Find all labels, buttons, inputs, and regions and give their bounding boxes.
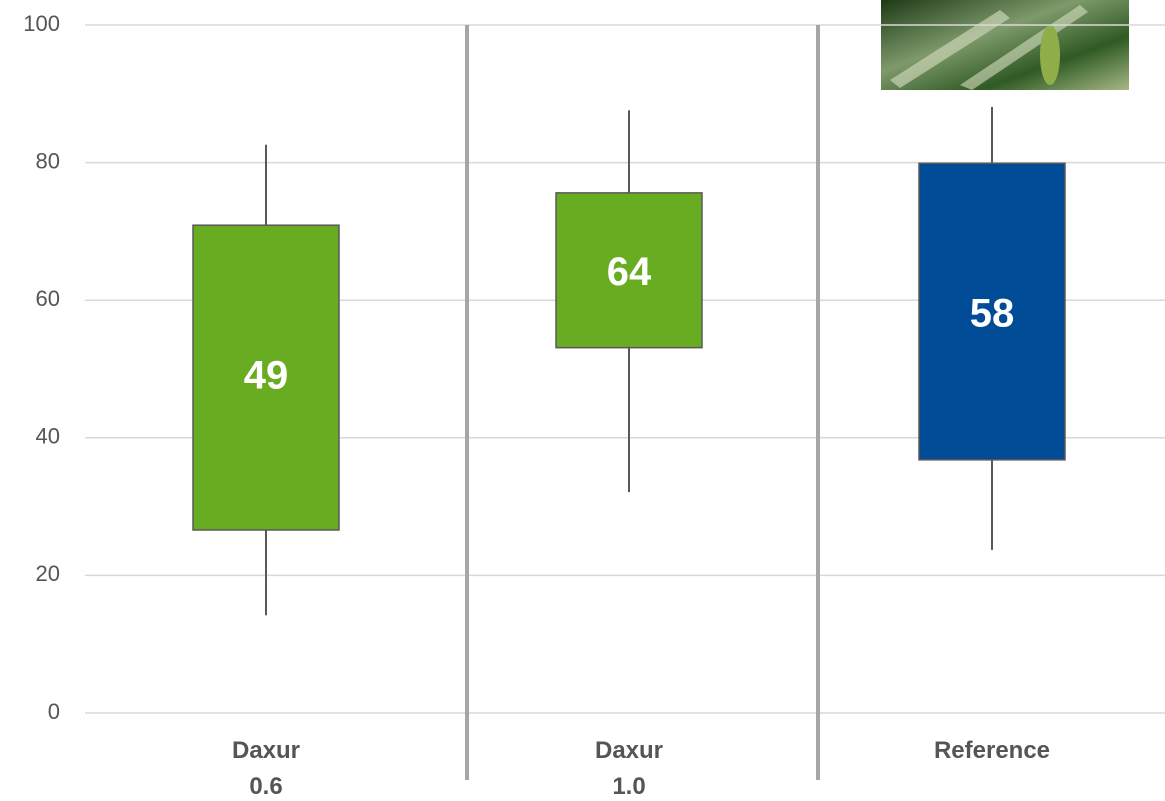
- y-tick-label: 60: [36, 286, 60, 311]
- value-label: 64: [607, 250, 652, 294]
- photo: [881, 0, 1129, 90]
- x-tick-line: Daxur: [595, 737, 663, 764]
- value-label: 49: [244, 353, 289, 397]
- y-tick-label: 20: [36, 561, 60, 586]
- x-tick-line: 1.0: [612, 773, 645, 800]
- x-tick-label: Reference: [934, 737, 1050, 764]
- y-tick-label: 40: [36, 424, 60, 449]
- x-tick-line: Daxur: [232, 737, 300, 764]
- x-tick-label: Daxur 1.0: [595, 737, 663, 800]
- y-tick-label: 100: [23, 11, 60, 36]
- x-tick-label: Daxur 0.6: [232, 737, 300, 800]
- y-tick-label: 80: [36, 148, 60, 173]
- box: [555, 192, 703, 349]
- box: [192, 224, 340, 531]
- value-label: 58: [970, 292, 1015, 336]
- y-tick-label: 0: [48, 699, 60, 724]
- box: [918, 162, 1066, 461]
- x-tick-line: 0.6: [249, 773, 282, 800]
- x-tick-line: Reference: [934, 737, 1050, 764]
